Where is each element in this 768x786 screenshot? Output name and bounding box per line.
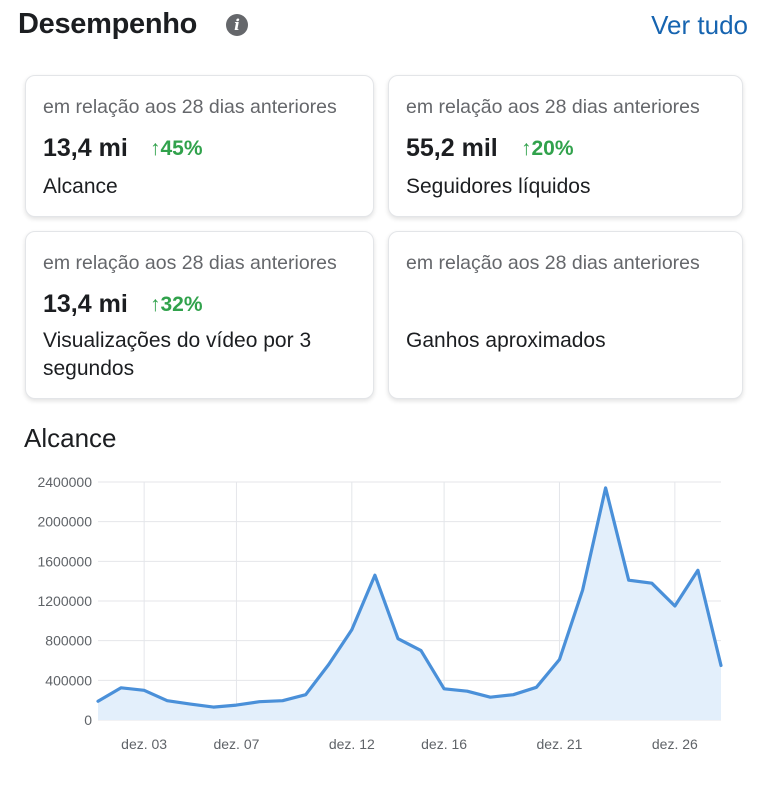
card-subtitle: em relação aos 28 dias anteriores [406, 96, 700, 118]
reach-area-chart: 0 400000 800000 1200000 1600000 2000000 240000… [37, 474, 723, 752]
performance-header: Desempenho i Ver tudo [18, 8, 750, 44]
card-label: Seguidores líquidos [406, 175, 591, 198]
card-value: 55,2 mil [406, 134, 498, 162]
x-tick-label: dez. 03 [121, 736, 167, 752]
card-change-badge: ↑45% [150, 137, 203, 160]
x-axis: dez. 03 dez. 07 dez. 12 dez. 16 dez. 21 dez. … [121, 736, 698, 752]
info-icon[interactable]: i [226, 14, 248, 36]
card-subtitle: em relação aos 28 dias anteriores [43, 96, 337, 118]
card-change-badge: ↑20% [521, 137, 574, 160]
x-tick-label: dez. 26 [652, 736, 698, 752]
page-title: Desempenho [18, 8, 198, 40]
metric-card-followers[interactable]: em relação aos 28 dias anteriores 55,2 m… [388, 75, 743, 217]
y-tick-label: 800000 [45, 633, 92, 649]
y-tick-label: 0 [84, 712, 92, 728]
card-subtitle: em relação aos 28 dias anteriores [43, 252, 337, 274]
y-tick-label: 1200000 [37, 593, 92, 609]
card-label: Ganhos aproximados [406, 329, 606, 352]
card-label: Visualizações do vídeo por 3 segundos [43, 329, 312, 380]
y-tick-label: 1600000 [37, 553, 92, 569]
chart-section-title: Alcance [24, 423, 117, 453]
card-change-badge: ↑32% [150, 293, 203, 316]
card-value: 13,4 mi [43, 134, 128, 162]
y-tick-label: 2000000 [37, 514, 92, 530]
see-all-link[interactable]: Ver tudo [651, 10, 748, 40]
x-tick-label: dez. 16 [421, 736, 467, 752]
card-label: Alcance [43, 175, 118, 198]
metric-card-reach[interactable]: em relação aos 28 dias anteriores 13,4 m… [25, 75, 374, 217]
chart-area-layer [96, 486, 723, 720]
card-value: 13,4 mi [43, 290, 128, 318]
x-tick-label: dez. 07 [213, 736, 259, 752]
y-axis: 0 400000 800000 1200000 1600000 2000000 240000… [37, 474, 92, 728]
metric-card-video-views[interactable]: em relação aos 28 dias anteriores 13,4 m… [25, 231, 374, 399]
series-area [98, 487, 721, 720]
y-tick-label: 400000 [45, 672, 92, 688]
x-tick-label: dez. 12 [329, 736, 375, 752]
metric-card-earnings[interactable]: em relação aos 28 dias anteriores Ganhos… [388, 231, 743, 399]
card-subtitle: em relação aos 28 dias anteriores [406, 252, 700, 274]
x-tick-label: dez. 21 [537, 736, 583, 752]
y-tick-label: 2400000 [37, 474, 92, 490]
series-line [96, 486, 723, 709]
